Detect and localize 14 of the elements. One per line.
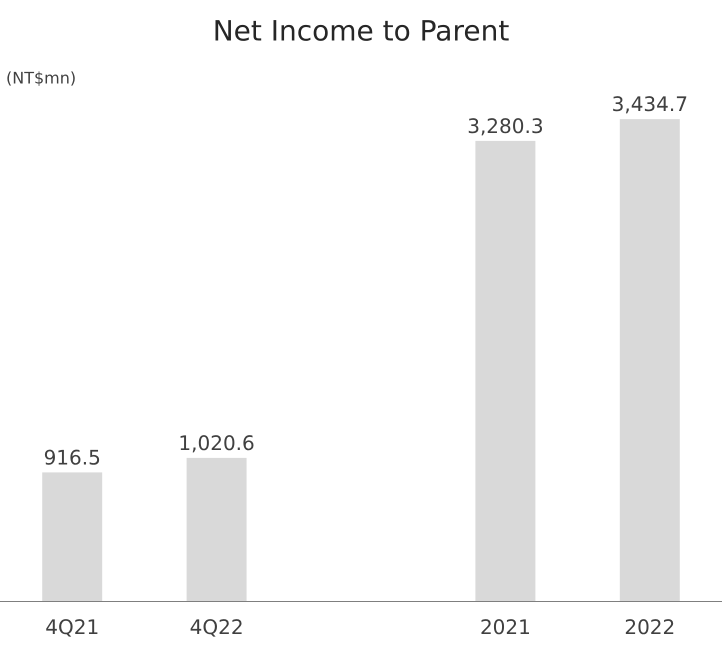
- x-tick-label: 4Q22: [190, 615, 244, 639]
- bar: [186, 458, 247, 601]
- data-label: 3,434.7: [612, 92, 688, 116]
- chart-title: Net Income to Parent: [212, 14, 510, 48]
- x-tick-label: 4Q21: [45, 615, 100, 639]
- bar: [42, 472, 102, 601]
- y-axis-title: (NT$mn): [6, 68, 76, 88]
- bar: [475, 140, 536, 601]
- x-tick-label: 2021: [480, 615, 531, 639]
- data-label: 3,280.3: [467, 114, 544, 138]
- x-tick-label: 2022: [624, 615, 676, 639]
- data-label: 916.5: [44, 445, 101, 470]
- bar: [620, 119, 680, 601]
- data-label: 1,020.6: [178, 430, 255, 455]
